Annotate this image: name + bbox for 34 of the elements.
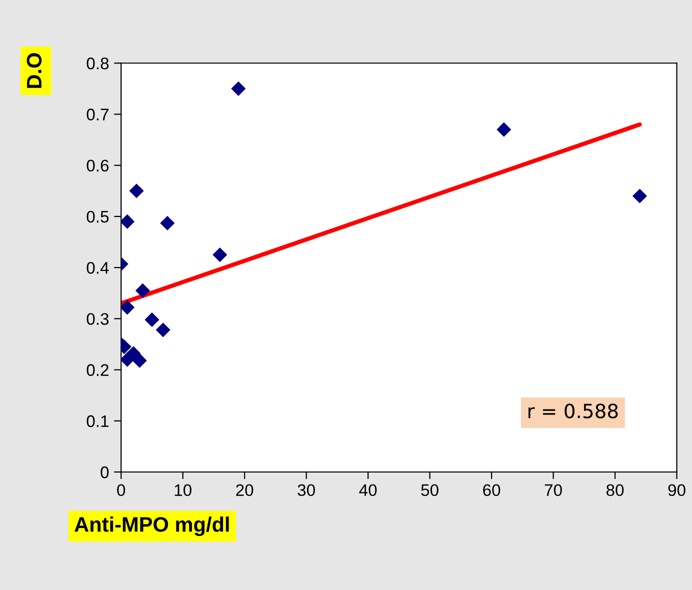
y-tick-label: 0.6	[86, 160, 109, 172]
point	[144, 312, 160, 327]
y-tick-label: 0.1	[86, 415, 108, 428]
x-tick-label: 20	[236, 484, 254, 496]
x-tick-label: 90	[668, 484, 686, 496]
annotation: r = 0.588	[528, 404, 618, 418]
x-tick-label: 30	[298, 484, 315, 496]
x-tick-label: 0	[117, 484, 126, 496]
point	[121, 214, 135, 229]
point	[496, 122, 512, 137]
y-tick-label: 0.8	[86, 58, 109, 70]
point	[156, 322, 170, 338]
y-tick-label: 0.5	[86, 210, 109, 223]
point	[231, 81, 246, 96]
y-tick-label: 0.7	[86, 108, 108, 120]
y-tick-label: 0.4	[86, 262, 109, 274]
x-tick-label: 60	[483, 484, 500, 496]
y-tick-label: 0.2	[86, 364, 108, 376]
x-tick-label: 80	[606, 484, 624, 496]
point	[135, 283, 150, 298]
point	[121, 300, 135, 315]
x-tick-label: 10	[174, 484, 192, 496]
y-tick-label: 0	[100, 466, 109, 478]
y-axis-title: D.O	[26, 53, 42, 88]
x-axis-title: Anti-MPO mg/dl	[74, 516, 229, 536]
x-tick-label: 70	[544, 484, 562, 496]
x-tick-label: 50	[421, 484, 438, 496]
point	[132, 353, 147, 368]
point	[212, 248, 228, 262]
point	[160, 216, 175, 230]
point	[129, 184, 144, 198]
y-tick-label: 0.3	[86, 313, 109, 325]
point	[632, 188, 648, 204]
x-tick-label: 40	[359, 484, 377, 496]
